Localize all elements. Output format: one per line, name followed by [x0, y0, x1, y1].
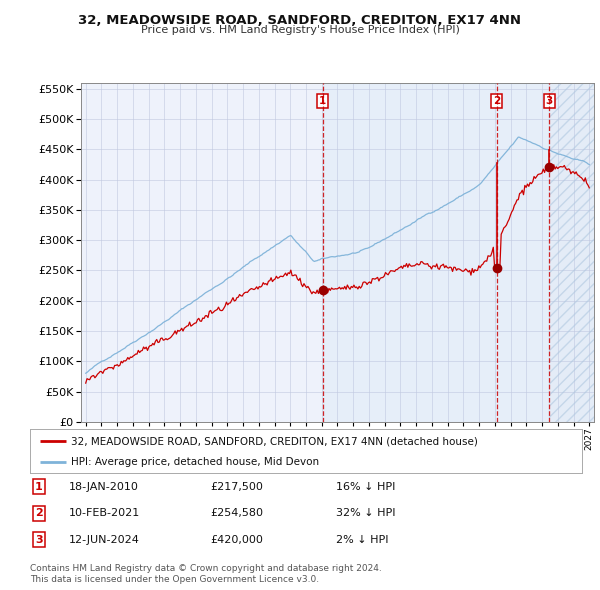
Bar: [549, 83, 597, 422]
Text: HPI: Average price, detached house, Mid Devon: HPI: Average price, detached house, Mid …: [71, 457, 320, 467]
Text: Price paid vs. HM Land Registry's House Price Index (HPI): Price paid vs. HM Land Registry's House …: [140, 25, 460, 35]
Bar: [549, 83, 597, 422]
Text: 2: 2: [35, 509, 43, 518]
Text: Contains HM Land Registry data © Crown copyright and database right 2024.: Contains HM Land Registry data © Crown c…: [30, 565, 382, 573]
Text: 1: 1: [35, 482, 43, 491]
Text: 32% ↓ HPI: 32% ↓ HPI: [336, 509, 395, 518]
Text: 10-FEB-2021: 10-FEB-2021: [69, 509, 140, 518]
Text: 3: 3: [35, 535, 43, 545]
Text: 12-JUN-2024: 12-JUN-2024: [69, 535, 140, 545]
Text: £420,000: £420,000: [210, 535, 263, 545]
Text: 18-JAN-2010: 18-JAN-2010: [69, 482, 139, 491]
Bar: [323, 83, 549, 422]
Text: 1: 1: [319, 96, 326, 106]
Text: £254,580: £254,580: [210, 509, 263, 518]
Text: 16% ↓ HPI: 16% ↓ HPI: [336, 482, 395, 491]
Text: 2% ↓ HPI: 2% ↓ HPI: [336, 535, 389, 545]
Text: £217,500: £217,500: [210, 482, 263, 491]
Text: 32, MEADOWSIDE ROAD, SANDFORD, CREDITON, EX17 4NN: 32, MEADOWSIDE ROAD, SANDFORD, CREDITON,…: [79, 14, 521, 27]
Text: 3: 3: [545, 96, 553, 106]
Text: This data is licensed under the Open Government Licence v3.0.: This data is licensed under the Open Gov…: [30, 575, 319, 584]
Text: 2: 2: [493, 96, 500, 106]
Text: 32, MEADOWSIDE ROAD, SANDFORD, CREDITON, EX17 4NN (detached house): 32, MEADOWSIDE ROAD, SANDFORD, CREDITON,…: [71, 437, 478, 446]
